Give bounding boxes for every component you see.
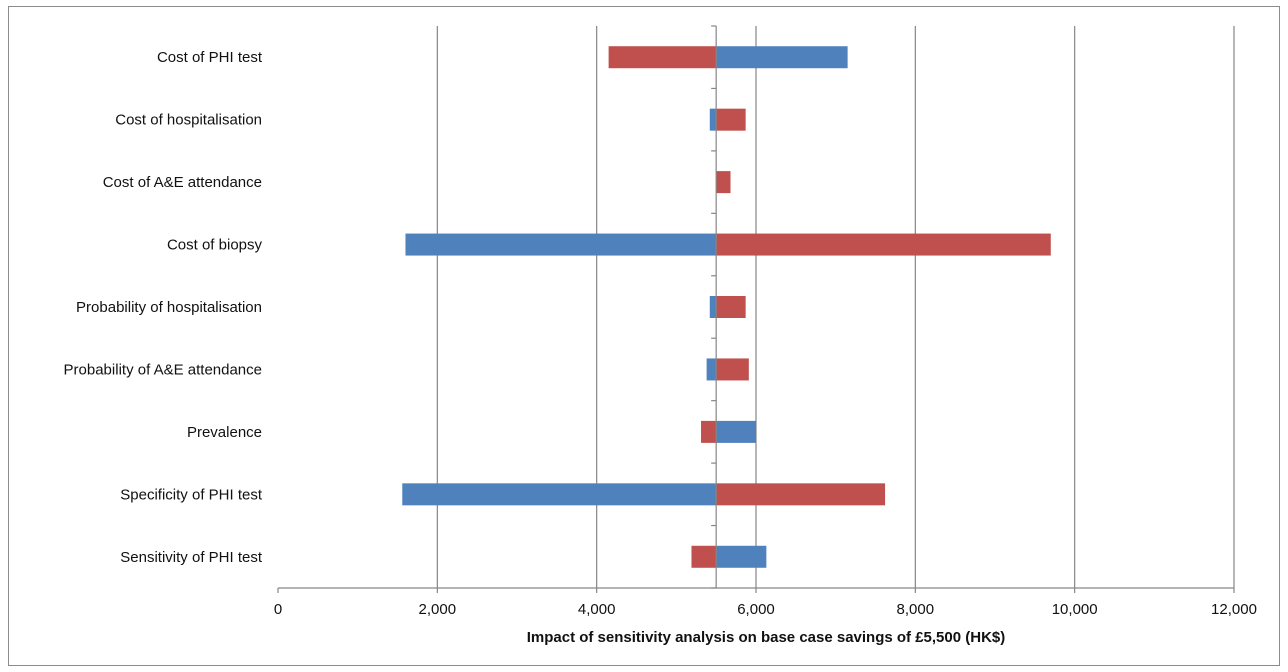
x-tick-label: 8,000 [897, 601, 935, 618]
category-label: Cost of hospitalisation [115, 112, 262, 129]
category-label: Cost of A&E attendance [103, 174, 262, 191]
bar-red [608, 46, 717, 69]
bar-red [716, 483, 886, 506]
bar-red [691, 545, 717, 568]
bar-red [701, 420, 717, 443]
bar-blue [402, 483, 717, 506]
x-axis-title: Impact of sensitivity analysis on base c… [527, 629, 1006, 646]
x-tick-label: 0 [274, 601, 282, 618]
x-tick-label: 6,000 [737, 601, 775, 618]
category-label: Prevalence [187, 424, 262, 441]
bar-red [716, 358, 749, 381]
category-label: Sensitivity of PHI test [120, 549, 263, 566]
category-label: Probability of A&E attendance [64, 361, 262, 378]
bar-blue [716, 545, 767, 568]
x-tick-label: 12,000 [1211, 601, 1257, 618]
category-label: Cost of biopsy [167, 237, 263, 254]
bar-red [716, 171, 731, 194]
bar-blue [709, 296, 717, 318]
bar-red [716, 108, 746, 131]
bar-red [716, 296, 746, 318]
x-tick-label: 10,000 [1052, 601, 1098, 618]
x-tick-label: 2,000 [419, 601, 457, 618]
category-label: Probability of hospitalisation [76, 299, 262, 316]
category-label: Cost of PHI test [157, 49, 263, 66]
bar-blue [709, 108, 717, 131]
bar-blue [716, 420, 756, 443]
x-tick-label: 4,000 [578, 601, 616, 618]
chart-frame [8, 6, 1280, 666]
bar-red [716, 233, 1051, 256]
category-label: Specificity of PHI test [120, 486, 263, 503]
bar-blue [706, 358, 717, 381]
bar-blue [716, 46, 848, 69]
bar-blue [405, 233, 717, 256]
